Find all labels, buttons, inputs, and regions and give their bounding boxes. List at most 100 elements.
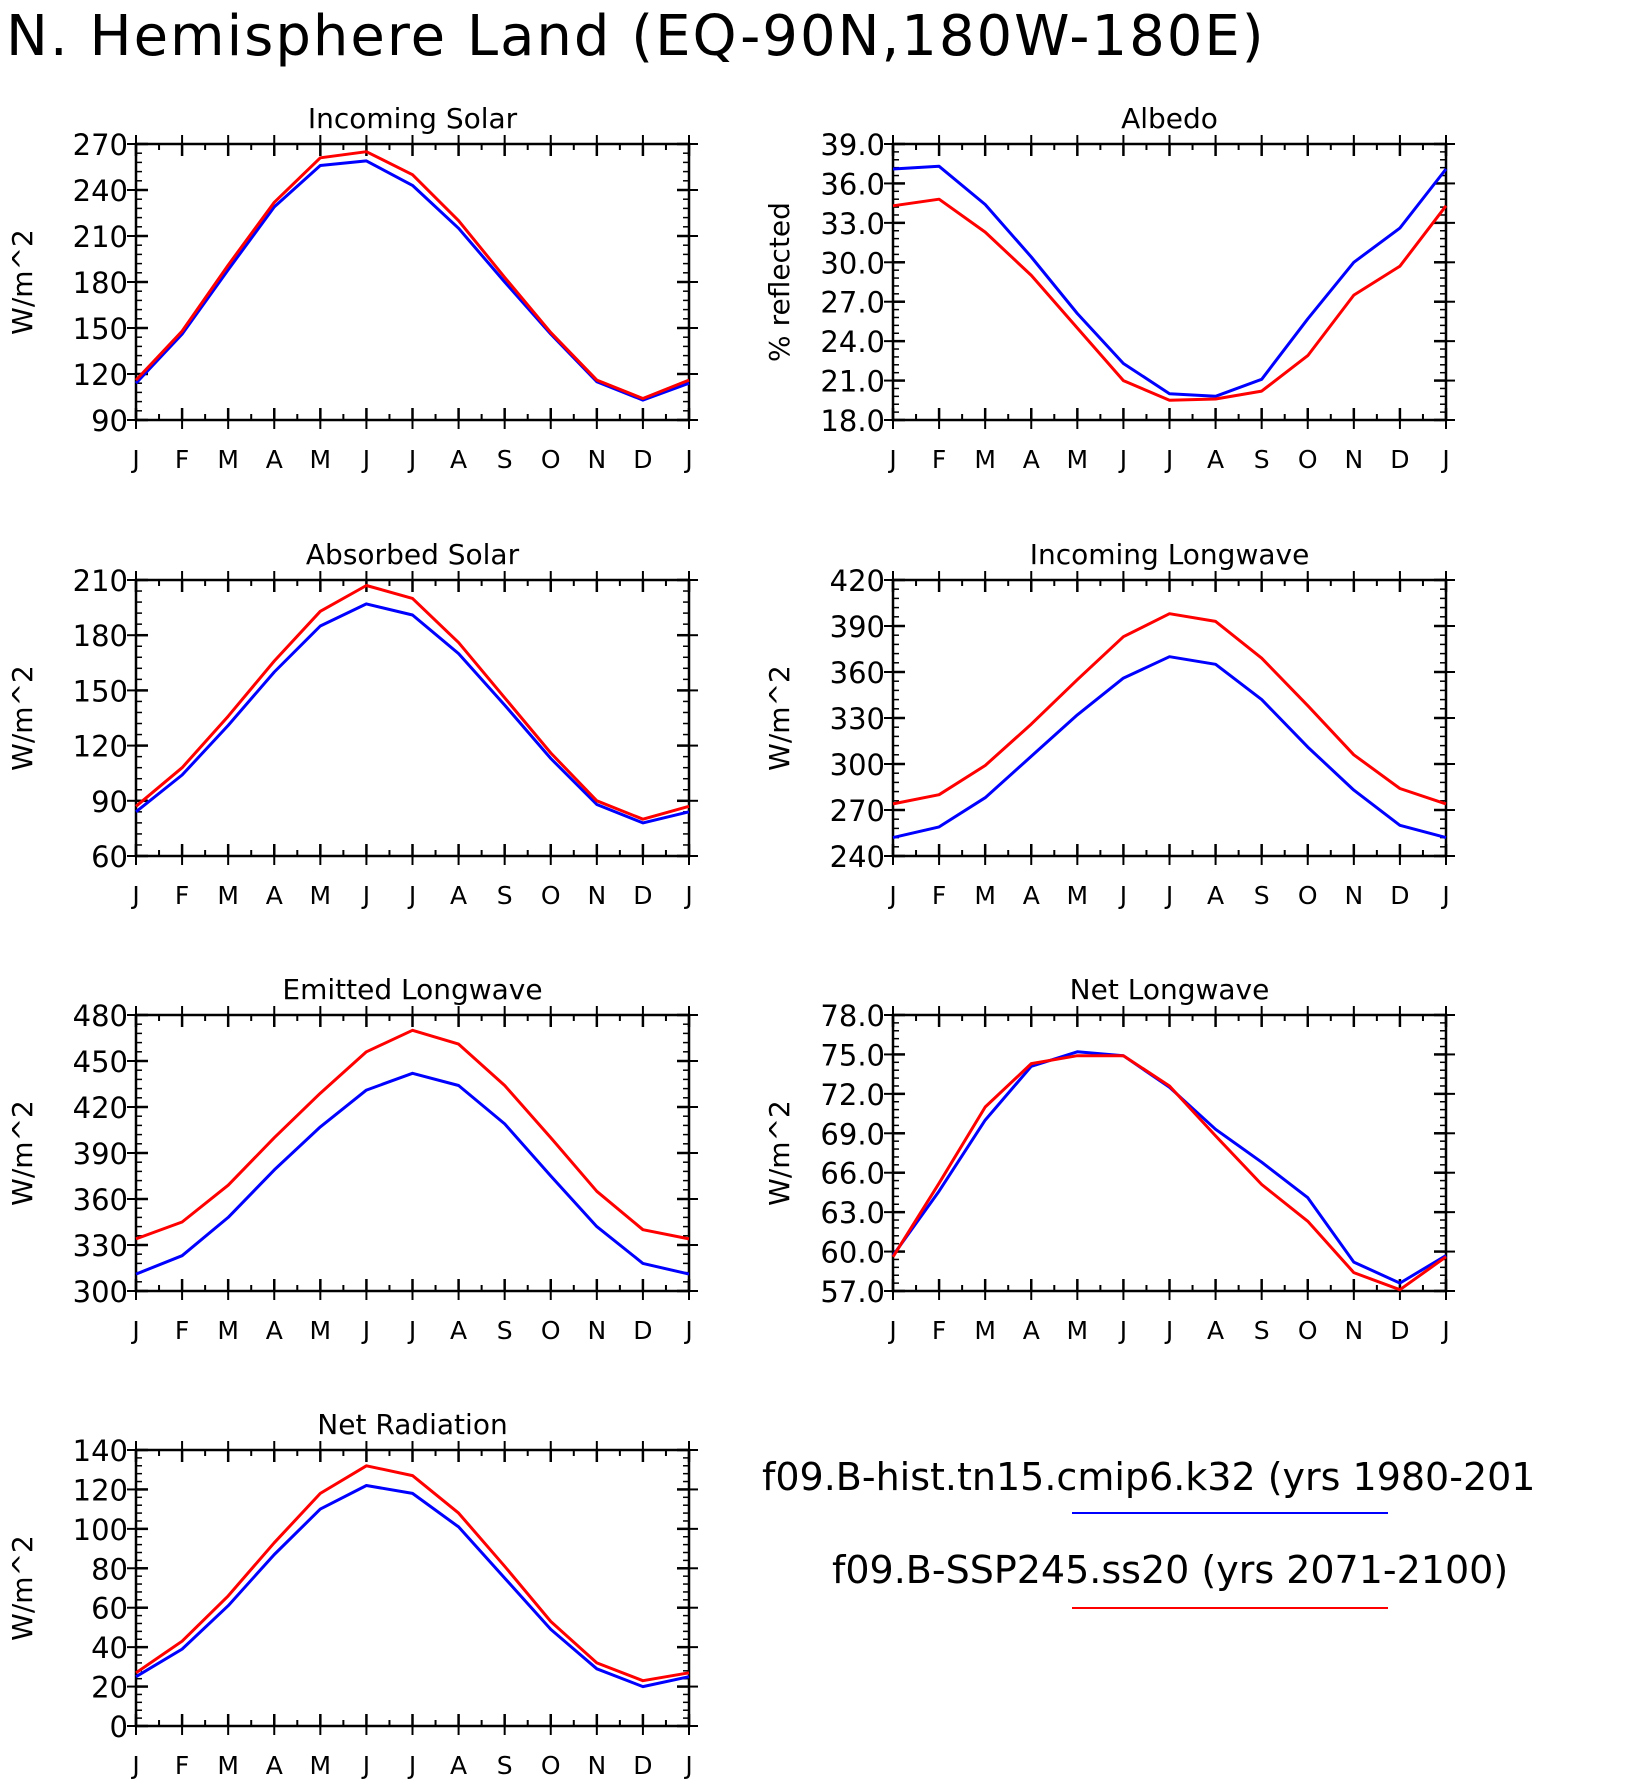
series-line-ssp	[135, 584, 690, 821]
x-tick-label: J	[407, 445, 416, 474]
x-tick-label: O	[1298, 1316, 1318, 1345]
y-tick-label: 210	[73, 564, 128, 598]
y-tick-label: 27.0	[820, 286, 885, 320]
legend-ssp-label: f09.B-SSP245.ss20 (yrs 2071-2100)	[832, 1548, 1509, 1592]
y-tick-label: 33.0	[820, 207, 885, 241]
x-tick-label: A	[266, 881, 283, 910]
x-tick-label: J	[683, 1316, 692, 1345]
y-tick-label: 450	[73, 1045, 128, 1079]
x-tick-label: J	[130, 1316, 139, 1345]
y-tick-label: 360	[830, 656, 885, 690]
chart-title: Net Radiation	[317, 1408, 507, 1441]
x-tick-label: J	[683, 445, 692, 474]
y-tick-label: 330	[73, 1229, 128, 1263]
y-tick-label: 39.0	[820, 128, 885, 162]
y-tick-label: 36.0	[820, 167, 885, 201]
chart-title: Net Longwave	[1070, 973, 1270, 1006]
series-line-ssp	[134, 150, 690, 400]
x-tick-label: J	[407, 1316, 416, 1345]
y-tick-label: 69.0	[820, 1117, 885, 1151]
y-tick-label: 63.0	[820, 1196, 885, 1230]
x-tick-label: J	[887, 881, 896, 910]
x-tick-label: J	[1440, 881, 1449, 910]
y-tick-label: 240	[830, 840, 885, 874]
x-tick-label: J	[1118, 1316, 1127, 1345]
chart-panel: J F M A M J J A S O N D J57.060.063.066.069.072.075.…	[763, 973, 1455, 1345]
y-tick-label: 66.0	[820, 1157, 885, 1191]
series-line-ssp	[891, 1054, 1447, 1292]
x-tick-label: M	[1067, 445, 1089, 474]
x-tick-label: A	[1023, 1316, 1040, 1345]
x-tick-label: A	[1023, 445, 1040, 474]
y-tick-label: 24.0	[820, 325, 885, 359]
x-tick-label: J	[887, 1316, 896, 1345]
chart-panel: J F M A M J J A S O N D J90120150180210240270Incomin…	[6, 102, 698, 474]
x-tick-label: N	[1344, 881, 1363, 910]
x-tick-label: N	[1344, 445, 1363, 474]
x-tick-label: D	[633, 1316, 652, 1345]
y-tick-label: 480	[73, 999, 128, 1033]
x-tick-label: M	[1067, 1316, 1089, 1345]
y-tick-label: 300	[73, 1275, 128, 1309]
y-tick-label: 120	[73, 730, 128, 764]
x-tick-label: S	[497, 1316, 513, 1345]
x-tick-label: A	[1023, 881, 1040, 910]
x-tick-label: F	[175, 1316, 189, 1345]
x-tick-label: S	[497, 1751, 513, 1780]
chart-panel: J F M A M J J A S O N D J300330360390420450480Emitte…	[6, 973, 698, 1345]
x-tick-label: J	[361, 1316, 370, 1345]
x-tick-label: S	[1254, 1316, 1270, 1345]
x-tick-label: J	[130, 1751, 139, 1780]
y-tick-label: 90	[91, 785, 128, 819]
x-tick-label: J	[887, 445, 896, 474]
x-tick-label: J	[1118, 445, 1127, 474]
x-tick-label: S	[497, 445, 513, 474]
y-tick-label: 60.0	[820, 1236, 885, 1270]
x-tick-label: D	[1390, 1316, 1409, 1345]
x-tick-label: O	[541, 445, 561, 474]
y-tick-label: 390	[73, 1137, 128, 1171]
x-tick-label: O	[541, 1316, 561, 1345]
y-tick-label: 120	[73, 1473, 128, 1507]
series-line-hist	[135, 1071, 690, 1276]
chart-panel: J F M A M J J A S O N D J240270300330360390420Incomi…	[763, 538, 1455, 910]
y-tick-label: 40	[91, 1631, 128, 1665]
x-tick-label: J	[130, 881, 139, 910]
x-tick-label: D	[633, 445, 652, 474]
x-tick-label: O	[1298, 881, 1318, 910]
y-tick-label: 100	[73, 1513, 128, 1547]
y-tick-label: 240	[73, 174, 128, 208]
x-tick-label: F	[932, 445, 946, 474]
y-axis-label: W/m^2	[763, 1100, 796, 1206]
y-axis-label: W/m^2	[763, 665, 796, 771]
y-tick-label: 300	[830, 748, 885, 782]
plot-frame	[134, 578, 691, 858]
x-tick-label: J	[130, 445, 139, 474]
plot-frame	[891, 142, 1448, 422]
chart-title: Emitted Longwave	[282, 973, 542, 1006]
x-tick-label: S	[497, 881, 513, 910]
y-tick-label: 140	[73, 1434, 128, 1468]
series-line-ssp	[892, 612, 1447, 806]
x-tick-label: A	[1207, 881, 1224, 910]
page-title: N. Hemisphere Land (EQ-90N,180W-180E)	[6, 4, 1266, 69]
plot-frame	[891, 1013, 1448, 1293]
x-tick-label: J	[1440, 445, 1449, 474]
x-tick-label: N	[587, 1751, 606, 1780]
y-tick-label: 72.0	[820, 1078, 885, 1112]
x-tick-label: A	[266, 1751, 283, 1780]
x-tick-label: D	[633, 881, 652, 910]
chart-title: Incoming Longwave	[1030, 538, 1310, 571]
y-tick-label: 20	[91, 1671, 128, 1705]
legend-hist-label: f09.B-hist.tn15.cmip6.k32 (yrs 1980-201	[762, 1455, 1536, 1499]
series-line-hist	[135, 1484, 690, 1689]
y-tick-label: 18.0	[820, 404, 885, 438]
x-tick-label: D	[633, 1751, 652, 1780]
x-tick-label: A	[450, 881, 467, 910]
y-tick-label: 75.0	[820, 1038, 885, 1072]
y-tick-label: 60	[91, 840, 128, 874]
chart-title: Albedo	[1121, 102, 1218, 135]
plot-frame	[134, 1013, 691, 1293]
y-axis-label: % reflected	[763, 202, 796, 362]
